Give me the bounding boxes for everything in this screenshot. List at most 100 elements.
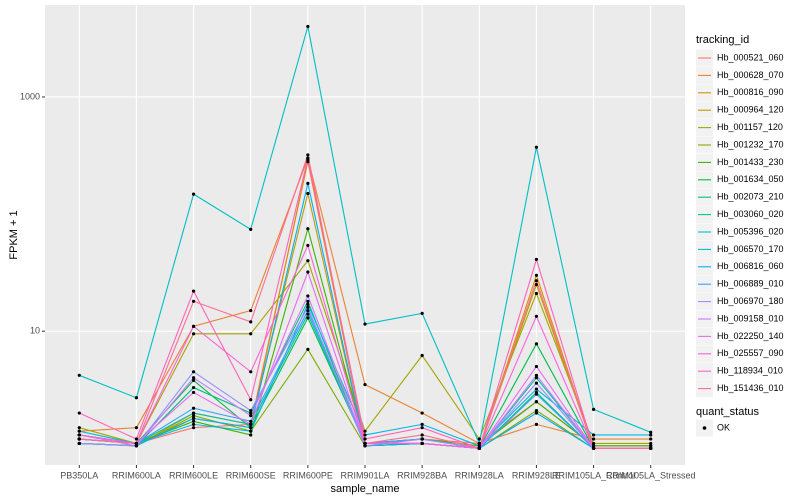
shape-legend-label: OK <box>717 422 730 432</box>
data-point <box>191 299 196 303</box>
data-point <box>591 444 596 448</box>
data-point <box>534 342 539 346</box>
data-point <box>191 376 196 380</box>
legend-label: Hb_003060_020 <box>717 209 784 219</box>
data-point <box>534 381 539 385</box>
x-tick-label: RRIM600LE <box>169 470 218 480</box>
data-point <box>77 437 81 441</box>
data-point <box>649 433 653 437</box>
data-point <box>77 411 81 415</box>
data-point <box>191 390 196 395</box>
x-tick-label: RRIM928LA <box>455 470 504 480</box>
data-point <box>363 433 367 437</box>
legend-label: Hb_118934_010 <box>717 366 783 376</box>
data-point <box>306 156 310 160</box>
data-point <box>591 437 596 441</box>
data-point <box>534 408 539 413</box>
legend-label: Hb_001157_120 <box>717 122 783 132</box>
data-point <box>306 24 310 29</box>
data-point <box>249 398 253 402</box>
data-point <box>191 192 196 196</box>
data-point <box>306 316 310 320</box>
legend-label: Hb_001634_050 <box>717 174 784 184</box>
data-point <box>534 411 539 415</box>
data-point <box>191 422 196 426</box>
y-tick-label: 1000 <box>20 91 40 101</box>
data-point <box>649 437 653 441</box>
data-point <box>191 378 196 382</box>
data-point <box>134 426 139 430</box>
data-point <box>134 444 139 448</box>
data-point <box>420 411 424 415</box>
data-point <box>591 446 596 450</box>
data-point <box>534 422 539 426</box>
data-point <box>534 145 539 149</box>
data-point <box>249 414 253 418</box>
data-point <box>591 433 596 437</box>
data-point <box>306 302 310 306</box>
data-point <box>420 433 424 437</box>
data-point <box>363 382 367 387</box>
data-point <box>534 282 539 287</box>
data-point <box>363 441 367 446</box>
data-point <box>363 322 367 326</box>
data-point <box>534 257 539 262</box>
legend-label: Hb_001232_170 <box>717 139 784 149</box>
data-point <box>649 444 653 448</box>
legend-label: Hb_002073_210 <box>717 192 784 202</box>
x-tick-label: RRIM928LE <box>512 470 561 480</box>
data-point <box>249 320 253 324</box>
data-point <box>534 314 539 318</box>
data-point <box>249 227 253 231</box>
data-point <box>306 347 310 351</box>
data-point <box>534 400 539 404</box>
data-point <box>420 353 424 358</box>
data-point <box>477 437 481 441</box>
legend-point <box>702 426 707 430</box>
data-point <box>649 446 653 450</box>
data-point <box>363 429 367 433</box>
data-point <box>306 227 310 231</box>
data-point <box>306 243 310 248</box>
legend-label: Hb_006970_180 <box>717 296 784 306</box>
data-point <box>191 414 196 418</box>
x-tick-label: RRIM600PE <box>283 470 333 480</box>
data-point <box>191 324 196 328</box>
legend-label: Hb_006816_060 <box>717 261 784 271</box>
data-point <box>306 308 310 313</box>
x-tick-label: RRIM928BA <box>397 470 447 480</box>
legend-label: Hb_151436_010 <box>717 383 784 393</box>
data-point <box>363 444 367 448</box>
data-point <box>591 441 596 446</box>
y-axis-label: FPKM + 1 <box>8 210 20 259</box>
legend-label: Hb_022250_140 <box>717 331 784 341</box>
data-point <box>249 370 253 374</box>
data-point <box>249 411 253 415</box>
data-point <box>649 441 653 446</box>
data-point <box>249 408 253 413</box>
data-point <box>191 289 196 293</box>
data-point <box>534 364 539 369</box>
data-point <box>191 426 196 430</box>
data-point <box>306 270 310 274</box>
legend-label: Hb_006570_170 <box>717 244 784 254</box>
data-point <box>191 332 196 336</box>
data-point <box>591 407 596 411</box>
data-point <box>306 191 310 196</box>
x-tick-label: RRIM600LA <box>112 470 161 480</box>
data-point <box>134 437 139 441</box>
data-point <box>191 416 196 420</box>
legend-label: Hb_001433_230 <box>717 157 784 167</box>
data-point <box>134 441 139 446</box>
data-point <box>477 444 481 448</box>
data-point <box>191 411 196 415</box>
legend-label: Hb_005396_020 <box>717 226 784 236</box>
y-tick-label: 10 <box>30 326 40 336</box>
data-point <box>249 433 253 437</box>
data-point <box>363 437 367 441</box>
legend-label: Hb_006889_010 <box>717 279 784 289</box>
data-point <box>306 153 310 157</box>
data-point <box>249 426 253 430</box>
data-point <box>477 441 481 446</box>
data-point <box>420 311 424 315</box>
